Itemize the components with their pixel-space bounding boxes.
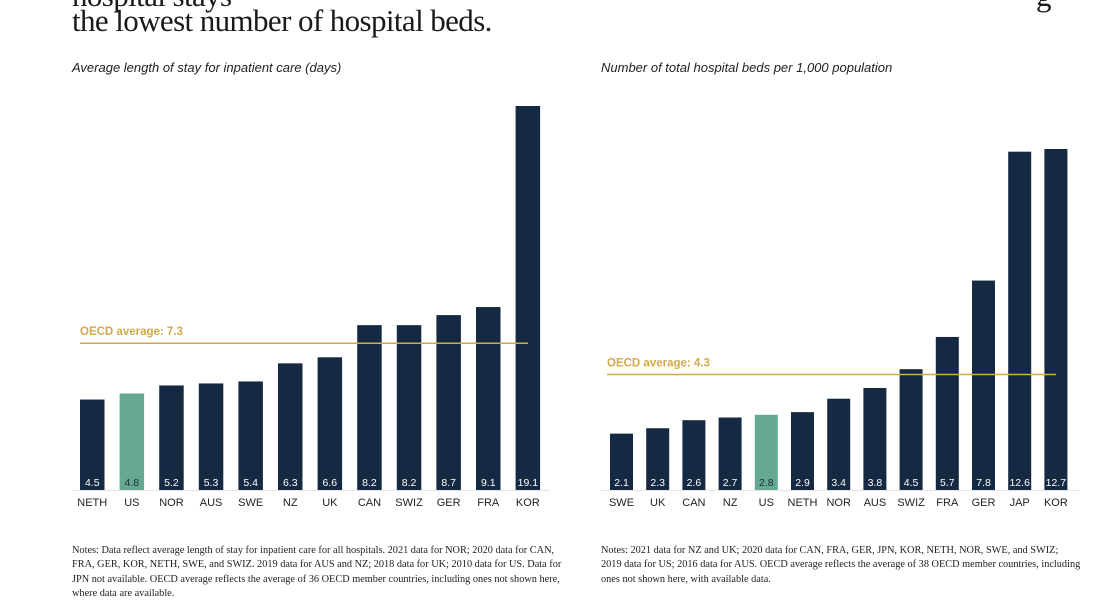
beds-value-label-uk: 2.3 <box>650 477 665 489</box>
beds-value-label-swe: 2.1 <box>614 477 629 489</box>
beds-category-label-swe: SWE <box>609 497 634 509</box>
beds-oecd-average-label: OECD average: 4.3 <box>607 358 710 370</box>
beds-value-label-swiz: 4.5 <box>904 477 919 489</box>
stay-bar-aus <box>198 383 224 490</box>
page-title-fragment-right: g <box>1036 0 1052 14</box>
beds-category-label-aus: AUS <box>864 497 887 509</box>
beds-category-label-kor: KOR <box>1044 497 1068 509</box>
stay-bar-swiz <box>396 325 422 490</box>
stay-value-label-us: 4.8 <box>125 477 140 489</box>
beds-category-label-nz: NZ <box>723 497 738 509</box>
beds-bar-nor <box>827 398 851 490</box>
beds-category-label-can: CAN <box>682 497 705 509</box>
stay-value-label-neth: 4.5 <box>85 477 100 489</box>
beds-bar-nz <box>718 417 742 490</box>
beds-bar-kor <box>1044 149 1068 490</box>
stay-bar-ger <box>436 315 461 490</box>
stay-category-label-ger: GER <box>437 497 461 509</box>
stay-bar-uk <box>317 357 343 490</box>
beds-value-label-us: 2.8 <box>759 477 774 489</box>
page-title: the lowest number of hospital beds. <box>72 3 492 38</box>
stay-category-label-swe: SWE <box>238 497 263 509</box>
stay-category-label-us: US <box>124 497 139 509</box>
stay-bar-swe <box>238 381 263 490</box>
beds-category-label-nor: NOR <box>826 497 851 509</box>
stay-value-label-swiz: 8.2 <box>402 477 417 489</box>
beds-bar-swe <box>610 433 633 490</box>
stay-category-label-nz: NZ <box>283 497 298 509</box>
beds-value-label-kor: 12.7 <box>1046 477 1067 489</box>
stay-category-label-can: CAN <box>358 497 381 509</box>
stay-bar-can <box>357 325 382 490</box>
stay-category-label-uk: UK <box>322 497 338 509</box>
chart-2-notes: Notes: 2021 data for NZ and UK; 2020 dat… <box>601 545 1081 585</box>
stay-value-label-ger: 8.7 <box>441 477 456 489</box>
stay-value-label-can: 8.2 <box>362 477 377 489</box>
stay-value-label-nz: 6.3 <box>283 477 298 489</box>
stay-value-label-swe: 5.4 <box>243 477 258 489</box>
chart-1-title: Average length of stay for inpatient car… <box>72 60 342 75</box>
stay-category-label-neth: NETH <box>77 497 107 509</box>
stay-category-label-fra: FRA <box>477 497 500 509</box>
beds-bar-fra <box>935 336 959 490</box>
stay-bar-kor <box>515 106 541 490</box>
beds-category-label-swiz: SWIZ <box>897 497 925 509</box>
chart-1-notes: Notes: Data reflect average length of st… <box>72 545 562 600</box>
stay-bar-nz <box>278 363 303 490</box>
beds-value-label-can: 2.6 <box>687 477 702 489</box>
beds-category-label-fra: FRA <box>936 497 959 509</box>
stay-bar-neth <box>80 399 105 490</box>
chart-2-title: Number of total hospital beds per 1,000 … <box>601 60 893 75</box>
stay-category-label-nor: NOR <box>159 497 184 509</box>
beds-bar-ger <box>972 280 995 490</box>
beds-category-label-ger: GER <box>972 497 996 509</box>
stay-bar-nor <box>159 385 184 490</box>
beds-bar-us <box>754 414 778 490</box>
beds-value-label-fra: 5.7 <box>940 477 955 489</box>
beds-bar-neth <box>791 412 814 490</box>
beds-value-label-jap: 12.6 <box>1009 477 1030 489</box>
beds-value-label-aus: 3.8 <box>868 477 883 489</box>
stay-value-label-uk: 6.6 <box>323 477 338 489</box>
beds-category-label-us: US <box>759 497 774 509</box>
beds-bar-aus <box>863 387 887 490</box>
beds-value-label-ger: 7.8 <box>976 477 991 489</box>
stay-value-label-fra: 9.1 <box>481 477 496 489</box>
beds-value-label-neth: 2.9 <box>795 477 810 489</box>
stay-value-label-nor: 5.2 <box>164 477 179 489</box>
beds-category-label-neth: NETH <box>788 497 818 509</box>
page-title-line-1: hospital stays <box>72 0 232 14</box>
beds-bar-jap <box>1008 151 1032 490</box>
stay-oecd-average-label: OECD average: 7.3 <box>80 326 183 338</box>
stay-category-label-swiz: SWIZ <box>395 497 423 509</box>
beds-value-label-nor: 3.4 <box>831 477 846 489</box>
beds-bar-uk <box>646 428 670 490</box>
stay-bar-fra <box>476 307 501 490</box>
stay-category-label-aus: AUS <box>200 497 223 509</box>
stay-bar-us <box>119 393 145 490</box>
beds-value-label-nz: 2.7 <box>723 477 738 489</box>
beds-category-label-uk: UK <box>650 497 666 509</box>
stay-value-label-aus: 5.3 <box>204 477 219 489</box>
beds-bar-can <box>682 420 706 490</box>
stay-category-label-kor: KOR <box>516 497 540 509</box>
beds-category-label-jap: JAP <box>1010 497 1030 509</box>
stay-value-label-kor: 19.1 <box>518 477 539 489</box>
beds-bar-swiz <box>899 369 923 490</box>
